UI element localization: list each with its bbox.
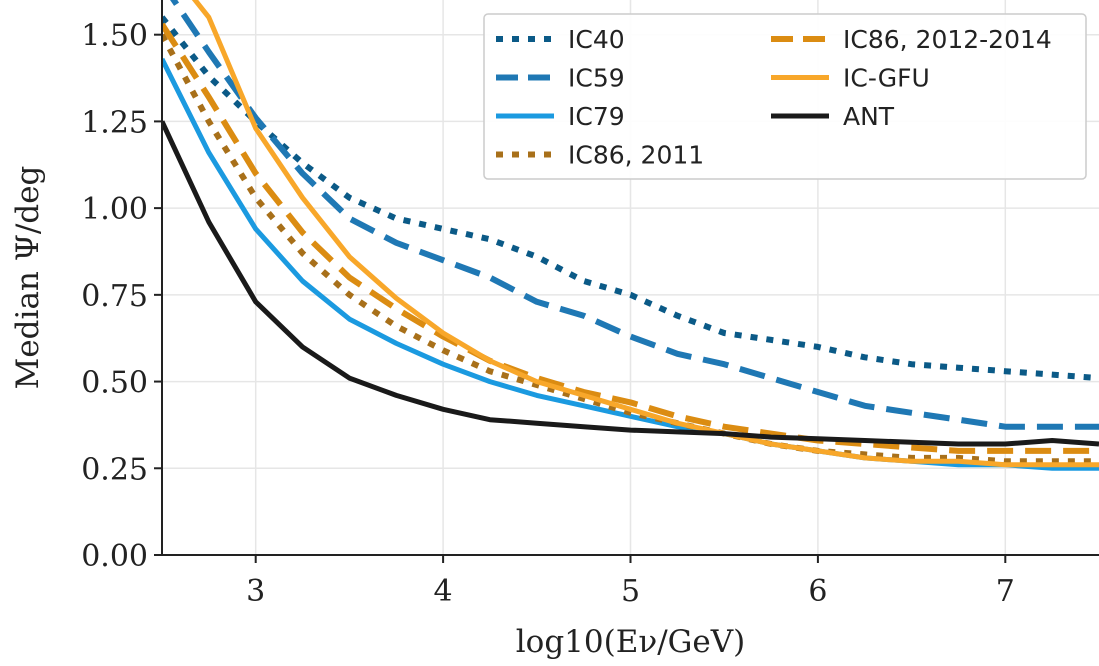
y-tick-label: 0.50 (81, 366, 148, 401)
y-axis-label: Median Ψ/deg (10, 166, 46, 390)
ticks: 3 4 5 6 7 0.00 0.25 0.50 0.75 1.00 1.25 1.50 (81, 19, 1015, 609)
y-tick-label: 1.25 (81, 105, 148, 140)
legend-label: IC79 (568, 102, 625, 131)
series-line-ic-gfu (191, 0, 1099, 468)
series-line-ic86-2012-2014 (162, 22, 1099, 454)
y-tick-label: 0.75 (81, 279, 148, 314)
series-line-ant (162, 120, 1099, 447)
x-tick-label: 5 (621, 574, 640, 609)
y-tick-label: 1.50 (81, 19, 148, 54)
legend-label: IC40 (568, 25, 625, 54)
x-tick-label: 3 (246, 574, 265, 609)
legend-box (483, 13, 1087, 180)
y-tick-label: 1.00 (81, 192, 148, 227)
x-axis-label: log10(Eν/GeV) (516, 624, 745, 660)
y-tick-label: 0.00 (81, 539, 148, 574)
legend-label: IC86, 2011 (568, 141, 704, 170)
x-tick-label: 7 (996, 574, 1015, 609)
series-line-ic86-2011 (162, 33, 1099, 465)
x-tick-label: 6 (808, 574, 827, 609)
x-tick-label: 4 (434, 574, 453, 609)
legend-label: IC59 (568, 64, 625, 93)
series-line-ic40 (162, 15, 1099, 382)
legend-label: IC86, 2012-2014 (843, 25, 1052, 54)
legend-label: ANT (843, 102, 895, 131)
series-line-ic59 (170, 0, 1099, 430)
series-group (162, 0, 1099, 471)
axis-labels: log10(Eν/GeV) Median Ψ/deg (10, 166, 745, 660)
legend-label: IC-GFU (843, 64, 930, 93)
y-tick-label: 0.25 (81, 452, 148, 487)
legend: IC40 IC59 IC79 IC86, 2011 IC86, 2012-2014 IC-… (483, 13, 1087, 180)
